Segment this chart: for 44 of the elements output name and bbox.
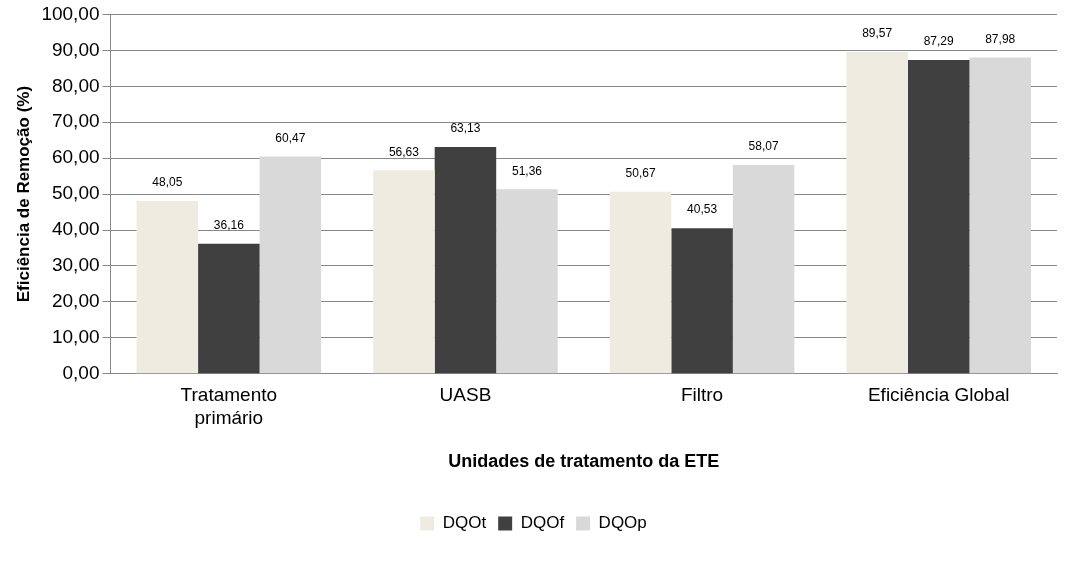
- y-tick-label: 80,00: [51, 74, 100, 96]
- y-tick-label: 40,00: [51, 218, 100, 240]
- legend-label: DQOp: [598, 513, 647, 533]
- data-label: 58,07: [748, 139, 779, 154]
- bar: [671, 228, 733, 374]
- y-tick-label: 100,00: [41, 2, 100, 24]
- bar: [496, 189, 558, 374]
- bar: [732, 165, 795, 374]
- y-tick-label: 10,00: [51, 326, 100, 348]
- y-tick-label: 60,00: [51, 146, 100, 168]
- y-tick-label: 70,00: [51, 110, 100, 132]
- bar: [373, 170, 435, 374]
- bar: [907, 60, 970, 374]
- data-label: 36,16: [213, 218, 245, 233]
- y-tick-label: 90,00: [51, 38, 100, 60]
- x-tick-label: Eficiência Global: [867, 384, 1010, 406]
- data-label: 87,29: [923, 34, 955, 49]
- data-label: 56,63: [388, 144, 420, 159]
- y-tick-label: 20,00: [51, 290, 100, 312]
- x-tick-label: UASB: [439, 384, 492, 406]
- bar: [969, 57, 1031, 374]
- bar: [846, 51, 908, 374]
- data-label: 40,53: [687, 202, 718, 217]
- data-label: 89,57: [862, 26, 893, 41]
- y-axis-title: Eficiência de Remoção (%): [13, 85, 33, 303]
- y-tick-label: 0,00: [62, 362, 100, 384]
- data-label: 48,05: [152, 175, 183, 190]
- bar: [609, 191, 672, 374]
- data-label: 87,98: [985, 31, 1016, 46]
- bar: [136, 201, 199, 374]
- data-label: 50,67: [625, 166, 656, 180]
- y-tick-label: 30,00: [51, 254, 100, 276]
- x-tick-label: Tratamento primário: [180, 384, 278, 429]
- x-axis-title: Unidades de tratamento da ETE: [448, 451, 720, 472]
- legend-label: DQOf: [520, 513, 565, 533]
- legend-label: DQOt: [442, 513, 487, 533]
- y-tick-label: 50,00: [51, 182, 100, 204]
- x-tick-label: Filtro: [680, 384, 724, 406]
- data-label: 51,36: [511, 163, 543, 178]
- bar: [434, 146, 497, 374]
- data-label: 60,47: [275, 130, 306, 145]
- bar: [259, 156, 322, 374]
- data-label: 63,13: [450, 121, 481, 136]
- bar: [198, 243, 260, 374]
